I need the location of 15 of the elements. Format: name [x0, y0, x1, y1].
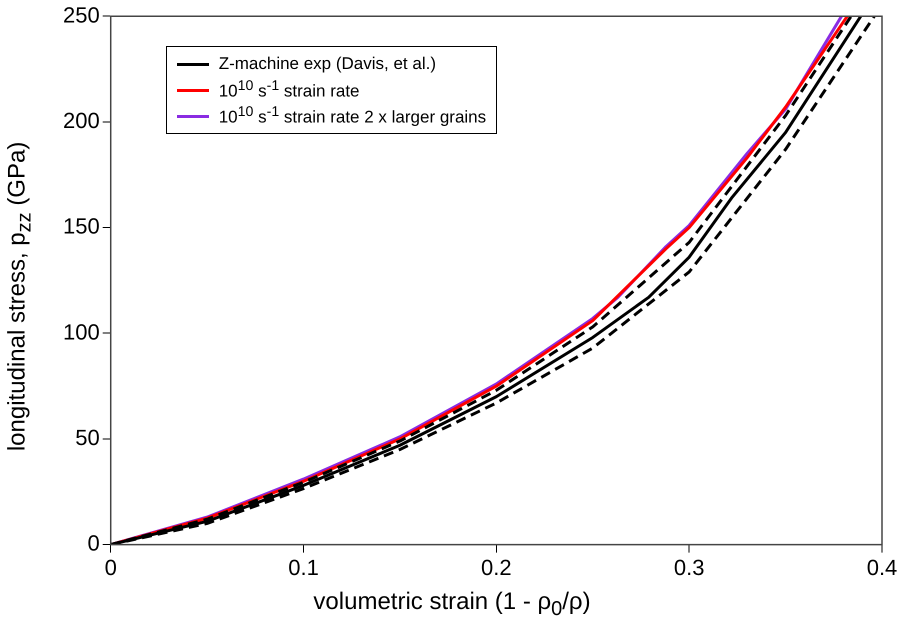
x-tick-label: 0.2 — [481, 554, 512, 580]
x-tick-label: 0.4 — [866, 554, 898, 580]
y-tick-label: 0 — [87, 530, 100, 556]
y-tick-label: 150 — [62, 214, 100, 239]
x-tick-label: 0 — [104, 554, 117, 580]
y-tick-label: 250 — [62, 2, 100, 28]
y-tick-label: 100 — [62, 319, 100, 344]
y-tick-label: 50 — [75, 424, 100, 450]
legend-label: Z-machine exp (Davis, et al.) — [218, 54, 436, 74]
legend-label: 10$^{10}$ s$^{-1}$ strain rate — [218, 78, 360, 102]
x-axis-title: volumetric strain (1 - ρ$_{0}$/ρ) — [312, 588, 592, 621]
x-tick-label: 0.1 — [288, 554, 319, 580]
y-tick-label: 200 — [62, 108, 100, 133]
legend-label: 10$^{10}$ s$^{-1}$ strain rate 2 x larger grains — [218, 104, 486, 128]
x-tick-label: 0.3 — [674, 554, 704, 580]
